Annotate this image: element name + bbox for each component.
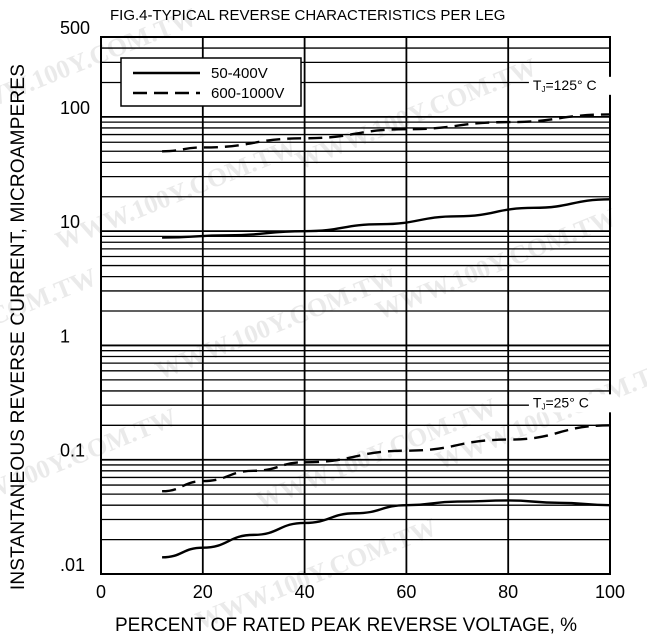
- legend-label: 600-1000V: [211, 85, 284, 102]
- x-axis-label: PERCENT OF RATED PEAK REVERSE VOLTAGE, %: [115, 615, 577, 636]
- series-layer: [162, 113, 611, 559]
- tick-label-layer: 500 100 10 1 0.1 .01 0 20 40 60 80 100: [60, 18, 625, 602]
- y-tick-label: 1: [60, 326, 70, 346]
- x-tick-label: 40: [295, 582, 315, 602]
- series-line-0: [162, 113, 611, 153]
- temperature-label: TJ=125° C: [533, 77, 597, 94]
- watermark-text: WWW.100Y.COM.TW: [371, 202, 621, 325]
- plot-frame: [100, 36, 611, 575]
- temperature-label: TJ=25° C: [533, 394, 589, 411]
- series-line-1: [162, 198, 611, 239]
- x-tick-label: 20: [193, 582, 213, 602]
- annotation-layer: TJ=125° C TJ=25° C: [528, 76, 617, 413]
- annotation-backdrop: [528, 76, 617, 95]
- legend: 50-400V 600-1000V: [120, 57, 302, 107]
- y-axis-label: INSTANTANEOUS REVERSE CURRENT, MICROAMPE…: [8, 64, 29, 590]
- x-tick-label: 60: [396, 582, 416, 602]
- chart-title: FIG.4-TYPICAL REVERSE CHARACTERISTICS PE…: [110, 7, 505, 24]
- series-line-3: [162, 499, 611, 559]
- watermark-text: WWW.100Y.COM.TW: [151, 262, 401, 385]
- x-tick-label: 80: [498, 582, 518, 602]
- series-line-2: [162, 424, 611, 493]
- x-tick-label: 0: [96, 582, 106, 602]
- y-tick-label: .01: [60, 555, 85, 575]
- y-tick-label: 100: [60, 98, 90, 118]
- legend-box: [120, 57, 302, 107]
- annotation-backdrop: [528, 394, 617, 413]
- grid-layer: [100, 36, 611, 575]
- watermark-text: WWW.100Y.COM.TW: [291, 52, 541, 175]
- y-tick-label: 500: [60, 18, 90, 38]
- y-tick-label: 0.1: [60, 441, 85, 461]
- x-tick-label: 100: [595, 582, 625, 602]
- legend-label: 50-400V: [211, 65, 268, 82]
- y-tick-label: 10: [60, 212, 80, 232]
